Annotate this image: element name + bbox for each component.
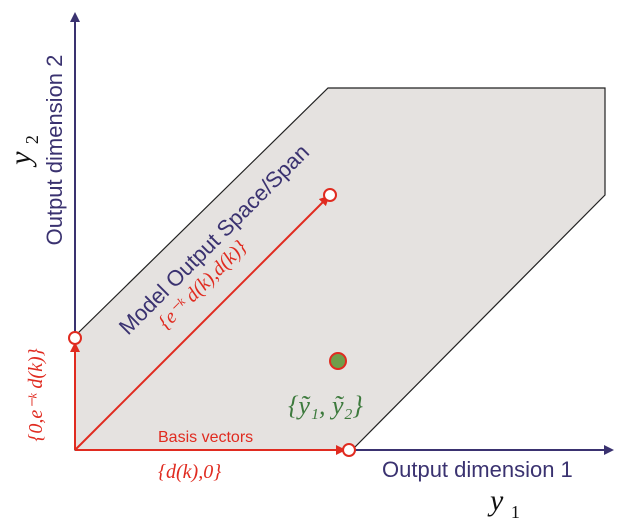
y-axis-symbol-subscript: 2	[22, 135, 42, 144]
y-axis-label: Output dimension 2	[42, 55, 67, 246]
vector-y-label: {0,e⁻ᵏ d(k)}	[25, 348, 47, 441]
x-axis-symbol-subscript: 1	[511, 502, 520, 521]
x-axis-label: Output dimension 1	[382, 457, 573, 482]
endpoint-diagonal	[323, 188, 337, 202]
endpoint-x	[342, 443, 356, 457]
x-axis-symbol: y 1	[487, 484, 520, 521]
measured-point	[329, 352, 347, 370]
y-axis-symbol-letter: y	[4, 151, 37, 168]
endpoint-y	[68, 331, 82, 345]
vector-x-label: {d(k),0}	[158, 461, 221, 483]
basis-vectors-label: Basis vectors	[158, 429, 253, 446]
y-axis-symbol: y 2	[4, 135, 42, 168]
measured-point-label: {ỹ₁, ỹ₂}	[288, 391, 364, 420]
vector-diagonal	[74, 195, 330, 451]
x-axis-symbol-letter: y	[487, 484, 504, 517]
